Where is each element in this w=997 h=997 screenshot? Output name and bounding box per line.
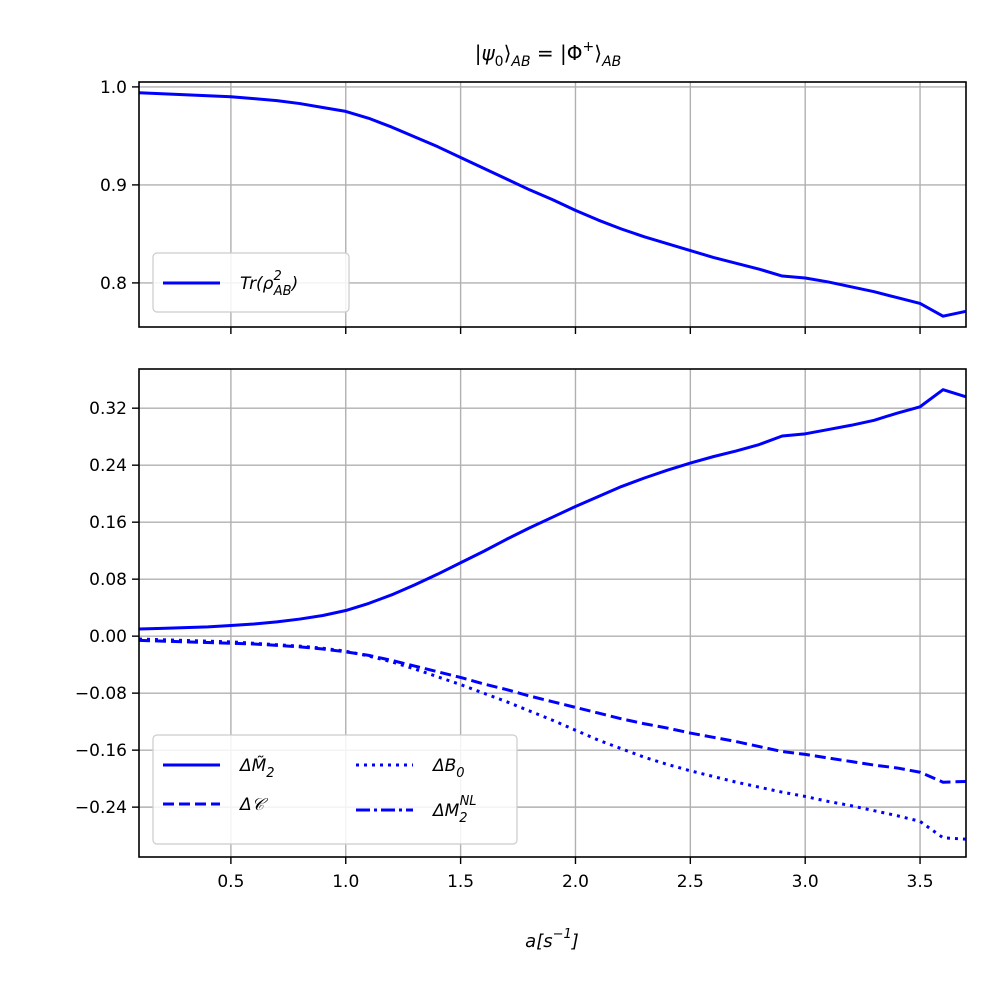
- purity-series-group: [138, 91, 967, 318]
- delta-x-tick-label: 2.0: [562, 872, 589, 892]
- delta-y-tick-label: −0.16: [75, 741, 127, 761]
- delta-x-tick-label: 2.5: [677, 872, 704, 892]
- delta-y-tick-label: 0.16: [89, 513, 127, 533]
- delta-x-tick-label: 1.5: [447, 872, 474, 892]
- delta-axes-frame: [138, 368, 967, 858]
- delta-y-tick-label: 0.08: [89, 570, 127, 590]
- purity-legend-box: [152, 252, 350, 313]
- purity-y-tick-label: 0.9: [100, 176, 127, 196]
- purity-axes-frame: [138, 81, 967, 328]
- delta-y-tick-label: −0.08: [75, 684, 127, 704]
- m2nl-legend-label: ΔM2NL: [431, 794, 477, 826]
- delta-series-2-line: [138, 637, 967, 841]
- delta-legend-box: [152, 734, 518, 845]
- delta-grid: [139, 369, 966, 857]
- delta-series-group: [138, 388, 967, 841]
- purity-legend-label: Tr(ρ2 AB): [240, 269, 298, 299]
- purity-y-tick-label: 1.0: [100, 78, 127, 98]
- x-axis-label: a[s−1]: [525, 927, 579, 952]
- b0-legend-label: ΔB0: [431, 756, 465, 781]
- purity-axes: 0.8 0.9 1.0 Tr(ρ2 AB): [100, 78, 967, 334]
- purity-ticks: 0.8 0.9 1.0: [100, 78, 921, 334]
- delta-y-tick-label: −0.24: [75, 798, 127, 818]
- purity-legend: Tr(ρ2 AB): [152, 252, 350, 313]
- purity-y-tick-label: 0.8: [100, 274, 127, 294]
- delta-x-tick-label: 3.0: [792, 872, 819, 892]
- delta-series-0-line: [138, 388, 967, 631]
- c-legend-label: Δ𝒞: [238, 795, 269, 815]
- delta-y-tick-label: 0.00: [89, 627, 127, 647]
- delta-y-tick-label: 0.32: [89, 399, 127, 419]
- delta-ticks: 0.5 1.0 1.5 2.0 2.5 3.0 3.5 −0.24 −0.16 −0.08 0.00…: [75, 399, 934, 892]
- delta-x-tick-label: 0.5: [217, 872, 244, 892]
- delta-x-tick-label: 3.5: [907, 872, 934, 892]
- delta-x-tick-label: 1.0: [332, 872, 359, 892]
- purity-series-0-line: [138, 91, 967, 318]
- m2-legend-label: ΔM̃2: [238, 755, 275, 781]
- delta-axes: 0.5 1.0 1.5 2.0 2.5 3.0 3.5 −0.24 −0.16 −0.08 0.00…: [75, 368, 967, 892]
- chart-title: |ψ0⟩AB = |Φ+⟩AB: [475, 39, 622, 70]
- delta-y-tick-label: 0.24: [89, 456, 127, 476]
- delta-legend: ΔM̃2 Δ𝒞 ΔB0 ΔM2NL: [152, 734, 518, 845]
